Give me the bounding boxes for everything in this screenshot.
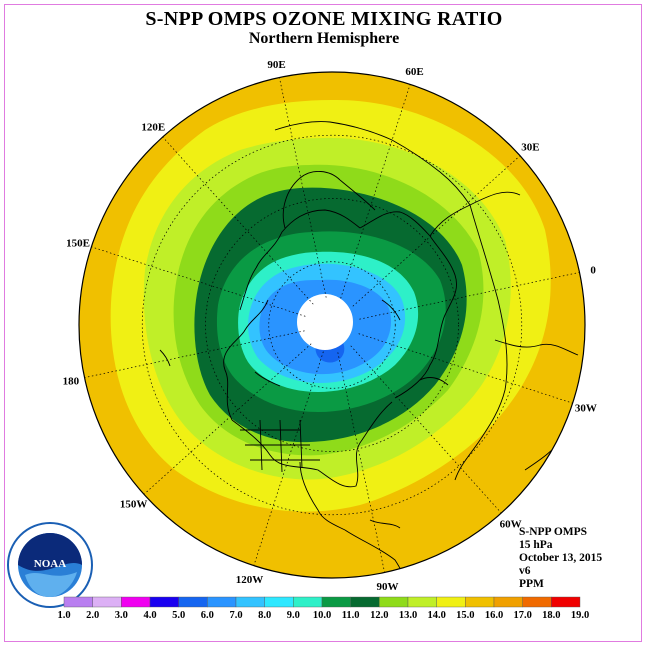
colorbar-swatch: [379, 596, 409, 608]
colorbar-label: 8.0: [258, 610, 271, 621]
meridian-line: [352, 155, 521, 307]
graticule: [84, 77, 580, 573]
meridian-line: [358, 333, 573, 404]
colorbar-swatch: [493, 596, 523, 608]
colorbar-swatch: [465, 596, 495, 608]
colorbar-label: 7.0: [229, 610, 242, 621]
meridian-line: [91, 246, 306, 317]
longitude-label: 90W: [377, 581, 399, 593]
meridian-line: [359, 272, 580, 320]
longitude-label: 150E: [66, 237, 90, 249]
page-title: S-NPP OMPS OZONE MIXING RATIO: [145, 8, 503, 30]
noaa-logo: NOAA: [7, 522, 93, 608]
colorbar-label: 11.0: [342, 610, 360, 621]
colorbar-swatch: [207, 596, 237, 608]
longitude-label: 120W: [236, 574, 264, 586]
ozone-contours: [79, 72, 585, 578]
meridian-line: [162, 136, 314, 305]
colorbar-swatch: [436, 596, 466, 608]
longitude-label: 30E: [521, 141, 539, 153]
colorbar-swatch: [293, 596, 323, 608]
colorbar-label: 10.0: [313, 610, 331, 621]
colorbar-label: 15.0: [456, 610, 474, 621]
latitude-circle: [268, 261, 396, 389]
colorbar-swatch: [350, 596, 380, 608]
colorbar-swatch: [235, 596, 265, 608]
latitude-circle: [205, 198, 459, 452]
page-subtitle: Northern Hemisphere: [248, 30, 400, 47]
noaa-logo-text: NOAA: [34, 558, 66, 570]
colorbar-swatch: [63, 596, 93, 608]
colorbar-label: 5.0: [172, 610, 185, 621]
colorbar-label: 13.0: [399, 610, 417, 621]
colorbar-label: 14.0: [427, 610, 445, 621]
colorbar: 1.0 2.0 3.0 4.0 5.0 6.0 7.0 8.0 9.0 10.0 11.0 12.0 1…: [57, 596, 589, 621]
colorbar-swatch: [407, 596, 437, 608]
longitude-label: 0: [590, 264, 596, 276]
info-panel: S-NPP OMPS 15 hPa October 13, 2015 v6 PP…: [519, 526, 602, 591]
meridian-line: [143, 343, 312, 495]
colorbar-swatch: [264, 596, 294, 608]
meridian-line: [253, 351, 324, 566]
colorbar-label: 18.0: [542, 610, 560, 621]
globe-outline: [78, 71, 586, 579]
info-units: PPM: [519, 578, 544, 590]
meridian-line: [84, 330, 305, 378]
colorbar-swatch: [149, 596, 179, 608]
longitude-label: 60E: [405, 66, 423, 78]
colorbar-label: 1.0: [57, 610, 70, 621]
colorbar-swatch: [522, 596, 552, 608]
longitude-label: 30W: [575, 403, 597, 415]
info-level: 15 hPa: [519, 539, 553, 551]
longitude-label: 180: [63, 376, 80, 388]
info-version: v6: [519, 565, 531, 577]
colorbar-swatch: [178, 596, 208, 608]
colorbar-label: 16.0: [485, 610, 503, 621]
longitude-label: 90E: [267, 59, 285, 71]
colorbar-label: 2.0: [86, 610, 99, 621]
meridian-line: [337, 352, 385, 573]
colorbar-swatches: [63, 596, 581, 608]
polar-night-gap: [297, 294, 353, 350]
colorbar-swatch: [92, 596, 122, 608]
meridian-line: [279, 77, 327, 298]
colorbar-label: 17.0: [513, 610, 531, 621]
info-instrument: S-NPP OMPS: [519, 526, 588, 538]
figure-border: [4, 4, 642, 642]
longitude-label: 150W: [120, 499, 148, 511]
colorbar-label: 19.0: [571, 610, 589, 621]
colorbar-swatch: [551, 596, 581, 608]
longitude-label: 60W: [500, 518, 522, 530]
meridian-line: [350, 345, 502, 514]
colorbar-label: 4.0: [143, 610, 156, 621]
longitude-label: 120E: [141, 122, 165, 134]
colorbar-swatch: [321, 596, 351, 608]
latitude-circle: [141, 134, 523, 516]
colorbar-labels: 1.0 2.0 3.0 4.0 5.0 6.0 7.0 8.0 9.0 10.0 11.0 12.0 1…: [57, 610, 589, 621]
colorbar-label: 6.0: [201, 610, 214, 621]
colorbar-label: 9.0: [287, 610, 300, 621]
colorbar-label: 12.0: [370, 610, 388, 621]
meridian-line: [340, 84, 411, 299]
info-date: October 13, 2015: [519, 552, 603, 564]
longitude-labels: 90E 60E 30E 0 30W 60W 90W 120W 150W 180 150E 120E: [63, 59, 597, 593]
colorbar-swatch: [121, 596, 151, 608]
colorbar-label: 3.0: [115, 610, 128, 621]
